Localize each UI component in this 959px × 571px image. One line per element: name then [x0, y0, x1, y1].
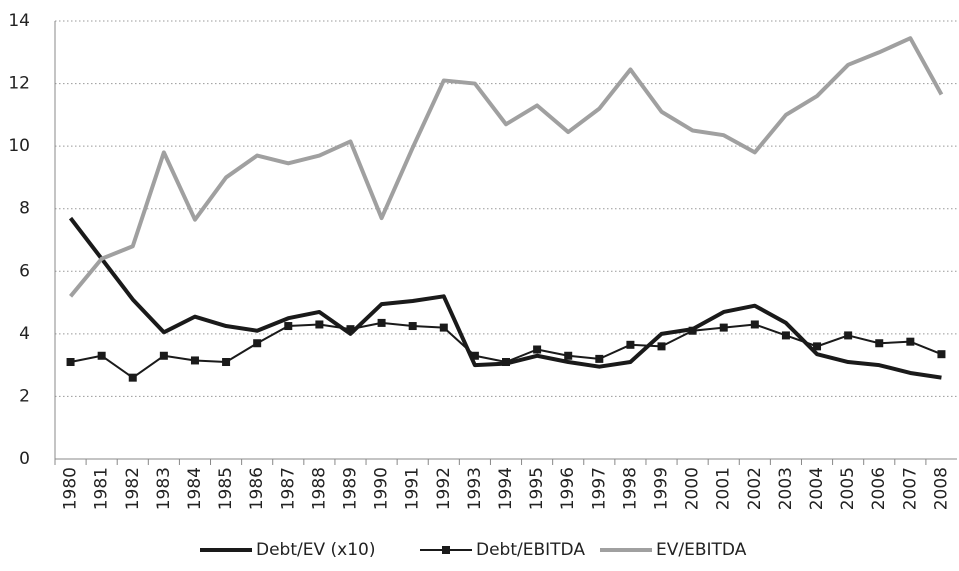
- x-tick-label: 1997: [589, 467, 609, 510]
- x-tick-label: 1980: [61, 467, 81, 510]
- marker: [875, 339, 884, 348]
- y-tick-label: 14: [8, 11, 30, 31]
- marker: [66, 358, 75, 367]
- x-tick-label: 2003: [776, 467, 796, 510]
- y-tick-label: 8: [19, 199, 30, 219]
- x-tick-label: 1987: [278, 467, 298, 510]
- x-tick-label: 2008: [931, 467, 951, 510]
- x-tick-label: 1994: [496, 467, 516, 510]
- x-tick-label: 1982: [123, 467, 143, 510]
- x-tick-label: 2007: [900, 467, 920, 510]
- x-tick-label: 1993: [465, 467, 485, 510]
- series-line: [68, 216, 942, 380]
- x-tick-label: 2006: [869, 467, 889, 510]
- marker: [284, 322, 293, 331]
- x-tick-label: 2004: [807, 467, 827, 510]
- legend-label: Debt/EBITDA: [476, 540, 585, 560]
- marker: [470, 351, 479, 360]
- y-tick-label: 2: [19, 386, 30, 406]
- marker: [408, 322, 417, 331]
- y-tick-label: 10: [8, 136, 30, 156]
- marker: [564, 351, 573, 360]
- marker: [346, 325, 355, 334]
- marker: [97, 351, 106, 360]
- marker: [844, 331, 853, 340]
- x-tick-label: 1996: [558, 467, 578, 510]
- marker: [502, 358, 510, 367]
- y-tick-label: 12: [8, 74, 30, 94]
- marker: [937, 350, 946, 359]
- x-tick-label: 2000: [683, 467, 703, 510]
- legend-label: Debt/EV (x10): [256, 540, 375, 560]
- y-tick-label: 0: [19, 449, 30, 469]
- marker: [750, 320, 759, 329]
- marker: [781, 331, 790, 340]
- x-tick-label: 1988: [309, 467, 329, 510]
- x-tick-label: 1985: [216, 467, 236, 510]
- marker: [159, 351, 168, 360]
- x-tick-label: 1991: [403, 467, 423, 510]
- x-tick-label: 1990: [372, 467, 392, 510]
- marker: [253, 339, 262, 348]
- x-tick-label: 1984: [185, 467, 205, 510]
- x-tick-label: 1989: [340, 467, 360, 510]
- marker: [315, 320, 324, 329]
- legend-label: EV/EBITDA: [656, 540, 747, 560]
- marker: [813, 342, 822, 351]
- marker: [377, 318, 386, 327]
- marker: [626, 340, 635, 349]
- marker: [657, 342, 666, 351]
- marker: [595, 354, 604, 363]
- marker: [533, 345, 542, 354]
- x-tick-label: 1999: [652, 467, 672, 510]
- marker: [190, 356, 199, 365]
- y-tick-label: 4: [19, 324, 30, 344]
- series-line: [69, 36, 944, 298]
- x-tick-label: 1986: [247, 467, 267, 510]
- x-tick-label: 1998: [620, 467, 640, 510]
- x-tick-label: 1992: [434, 467, 454, 510]
- x-tick-label: 1995: [527, 467, 547, 510]
- marker: [128, 373, 137, 382]
- y-tick-label: 6: [19, 261, 30, 281]
- x-tick-label: 2005: [838, 467, 858, 510]
- marker: [222, 358, 231, 367]
- x-tick-label: 1981: [92, 467, 112, 510]
- legend-marker: [442, 546, 450, 554]
- marker: [906, 337, 915, 346]
- x-tick-label: 1983: [154, 467, 174, 510]
- marker: [688, 326, 697, 335]
- x-tick-label: 2002: [745, 467, 765, 510]
- x-tick-label: 2001: [714, 467, 734, 510]
- marker: [439, 323, 448, 332]
- marker: [719, 323, 728, 332]
